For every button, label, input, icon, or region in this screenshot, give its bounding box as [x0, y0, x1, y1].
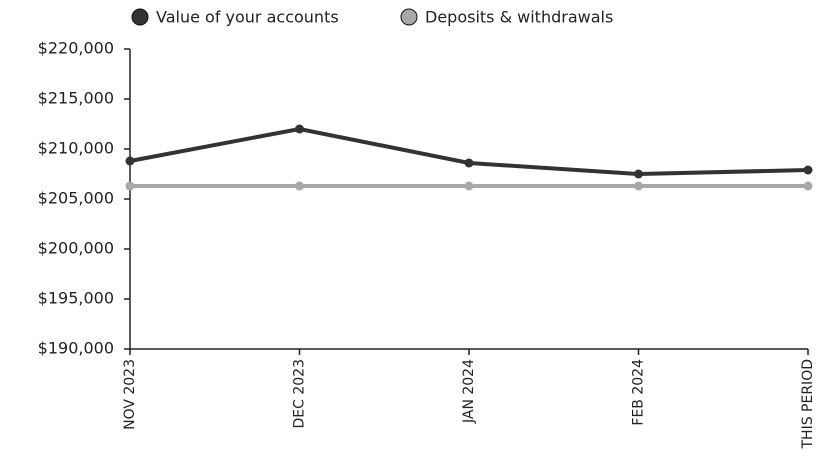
y-tick-label: $205,000 — [38, 189, 114, 208]
x-tick-label: NOV 2023 — [122, 359, 138, 430]
y-tick-label: $210,000 — [38, 139, 114, 158]
legend-label: Value of your accounts — [156, 8, 339, 27]
y-tick-label: $190,000 — [38, 339, 114, 358]
series-point — [295, 124, 304, 134]
series-point — [295, 181, 304, 191]
series-point — [125, 156, 135, 166]
series-point — [803, 181, 813, 191]
x-tick-label: DEC 2023 — [292, 359, 308, 428]
series-point — [803, 165, 813, 175]
x-tick-label: JAN 2024 — [461, 359, 477, 424]
legend-swatch — [400, 8, 418, 26]
x-tick-label: THIS PERIOD — [800, 359, 816, 450]
series-point — [634, 181, 643, 191]
y-tick-label: $220,000 — [38, 39, 114, 58]
y-tick-label: $215,000 — [38, 89, 114, 108]
series-point — [464, 158, 474, 168]
series-point — [125, 181, 135, 191]
y-tick-label: $200,000 — [38, 239, 114, 258]
y-tick-label: $195,000 — [38, 289, 114, 308]
legend-label: Deposits & withdrawals — [425, 8, 613, 27]
x-tick-label: FEB 2024 — [631, 359, 647, 426]
series-point — [464, 181, 474, 191]
legend-swatch — [131, 8, 149, 26]
series-point — [634, 169, 643, 179]
